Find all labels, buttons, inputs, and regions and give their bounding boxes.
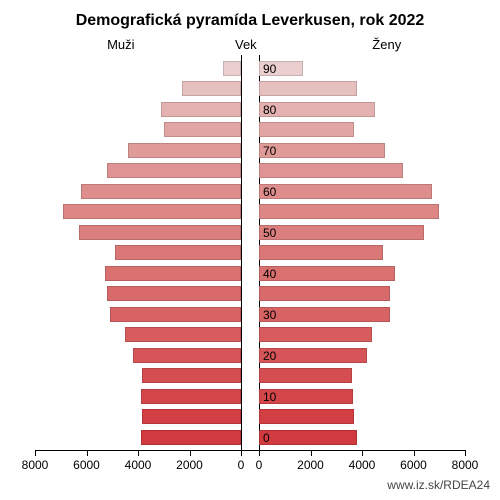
x-tick: [465, 450, 466, 456]
bar-female: [259, 286, 390, 301]
y-axis-left: [241, 55, 242, 450]
x-tick-label: 6000: [67, 458, 107, 472]
bar-male: [107, 163, 241, 178]
x-tick: [259, 450, 260, 456]
bar-female: [259, 266, 395, 281]
x-tick: [414, 450, 415, 456]
bar-female: [259, 225, 424, 240]
x-tick-label: 8000: [15, 458, 55, 472]
x-tick-label: 4000: [342, 458, 382, 472]
age-label: 10: [263, 390, 276, 404]
x-tick-label: 2000: [170, 458, 210, 472]
age-label: 90: [263, 62, 276, 76]
bar-female: [259, 430, 357, 445]
bar-male: [81, 184, 241, 199]
x-tick: [190, 450, 191, 456]
bar-female: [259, 245, 383, 260]
center-header: Vek: [235, 37, 257, 52]
bar-male: [182, 81, 241, 96]
x-tick: [311, 450, 312, 456]
age-label: 40: [263, 267, 276, 281]
x-tick: [35, 450, 36, 456]
right-header: Ženy: [372, 37, 401, 52]
x-tick-label: 8000: [445, 458, 485, 472]
bar-male: [161, 102, 241, 117]
bar-female: [259, 81, 357, 96]
age-label: 0: [263, 431, 270, 445]
bar-male: [142, 368, 241, 383]
x-tick-label: 4000: [118, 458, 158, 472]
bar-male: [164, 122, 241, 137]
age-label: 60: [263, 185, 276, 199]
age-label: 50: [263, 226, 276, 240]
plot-area: [35, 55, 465, 450]
bar-female: [259, 122, 354, 137]
bar-male: [141, 389, 241, 404]
bar-male: [107, 286, 241, 301]
x-tick-label: 2000: [291, 458, 331, 472]
x-tick: [138, 450, 139, 456]
bar-male: [115, 245, 241, 260]
bar-female: [259, 184, 432, 199]
bar-male: [79, 225, 241, 240]
bar-male: [223, 61, 241, 76]
bar-female: [259, 143, 385, 158]
x-tick: [362, 450, 363, 456]
x-tick-label: 6000: [394, 458, 434, 472]
age-label: 20: [263, 349, 276, 363]
bar-male: [125, 327, 241, 342]
footer-text: www.iz.sk/RDEA24: [387, 478, 490, 492]
bar-male: [63, 204, 241, 219]
x-tick: [241, 450, 242, 456]
bar-male: [105, 266, 241, 281]
bar-female: [259, 204, 439, 219]
bar-male: [133, 348, 241, 363]
age-label: 80: [263, 103, 276, 117]
bar-female: [259, 327, 372, 342]
pyramid-chart: Demografická pyramída Leverkusen, rok 20…: [0, 0, 500, 500]
bar-male: [128, 143, 241, 158]
age-label: 30: [263, 308, 276, 322]
bar-female: [259, 368, 352, 383]
bar-female: [259, 409, 354, 424]
bar-female: [259, 102, 375, 117]
bar-male: [142, 409, 241, 424]
bar-female: [259, 307, 390, 322]
bar-male: [141, 430, 241, 445]
age-label: 70: [263, 144, 276, 158]
left-header: Muži: [107, 37, 134, 52]
bar-female: [259, 163, 403, 178]
chart-title: Demografická pyramída Leverkusen, rok 20…: [0, 12, 500, 30]
x-tick: [87, 450, 88, 456]
bar-male: [110, 307, 241, 322]
x-tick-label: 0: [239, 458, 279, 472]
x-axis: [35, 450, 465, 451]
